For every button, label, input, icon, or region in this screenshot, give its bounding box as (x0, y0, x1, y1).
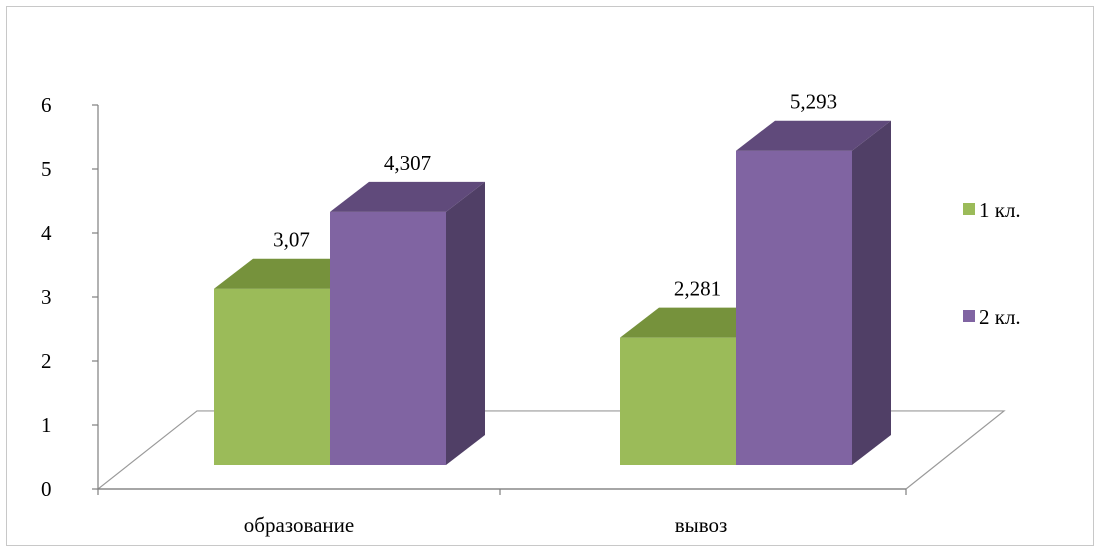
legend-label: 2 кл. (979, 305, 1021, 329)
chart-svg: 0 1 2 3 4 5 6 образование вывоз 3,07 4,307 2,281 5,… (41, 90, 1021, 537)
data-label: 4,307 (384, 151, 431, 175)
category-label: вывоз (675, 513, 728, 537)
legend-entry: 1 кл. (963, 198, 1021, 222)
data-label: 5,293 (790, 90, 837, 114)
bar-front-face (214, 288, 330, 465)
bar[interactable] (330, 181, 485, 465)
bar-front-face (620, 337, 736, 465)
legend-swatch (963, 203, 975, 215)
y-tick-label: 1 (41, 413, 52, 437)
chart-frame: 0 1 2 3 4 5 6 образование вывоз 3,07 4,307 2,281 5,… (6, 6, 1094, 546)
bar-front-face (736, 150, 852, 465)
category-label: образование (244, 513, 354, 537)
y-tick-label: 2 (41, 349, 52, 373)
y-tick-label: 4 (41, 221, 52, 245)
y-tick-label: 5 (41, 157, 52, 181)
y-tick-label: 6 (41, 93, 52, 117)
data-label: 2,281 (674, 277, 721, 301)
data-label: 3,07 (273, 228, 310, 252)
y-tick-label: 3 (41, 285, 52, 309)
bar-top-face (736, 120, 891, 151)
bar-side-face (852, 120, 891, 465)
bar-front-face (330, 211, 446, 465)
legend-swatch (963, 310, 975, 322)
bar-side-face (446, 181, 485, 465)
legend-label: 1 кл. (979, 198, 1021, 222)
legend-entry: 2 кл. (963, 305, 1021, 329)
bar[interactable] (736, 120, 891, 465)
y-tick-label: 0 (41, 477, 52, 501)
bar-top-face (330, 181, 485, 212)
